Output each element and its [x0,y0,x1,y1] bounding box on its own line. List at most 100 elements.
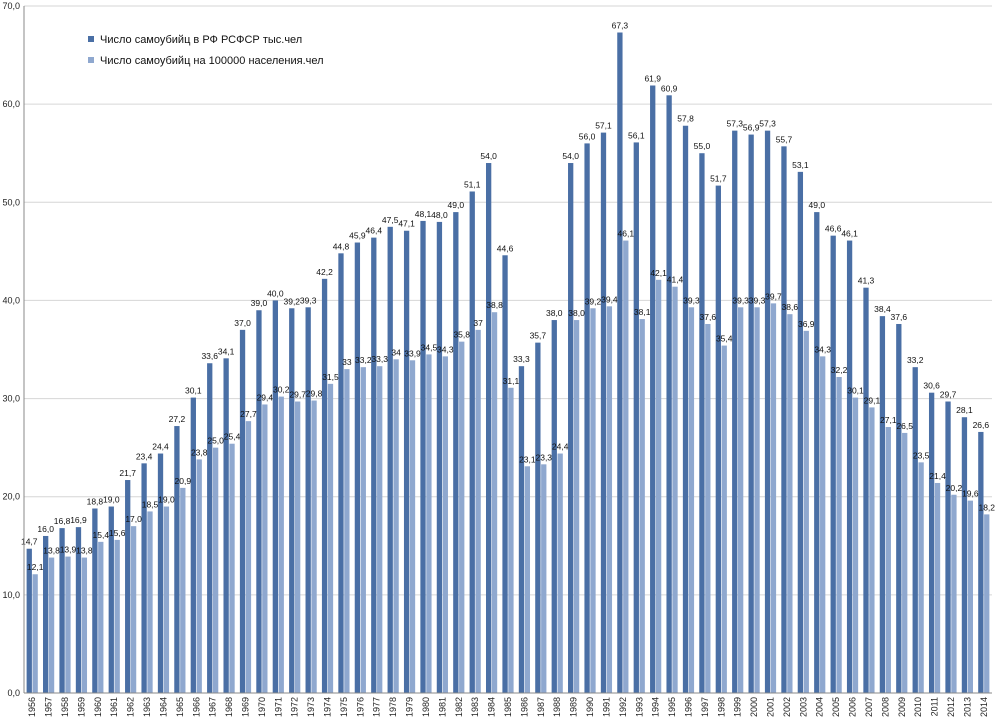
x-tick-label: 1959 [76,697,86,717]
data-label-suicides-thousands: 26,6 [973,420,990,430]
bar-suicides-thousands [338,253,344,693]
x-tick-label: 1989 [569,697,579,717]
y-tick-label: 50,0 [2,197,20,207]
y-tick-label: 20,0 [2,492,20,502]
bar-suicides-per-100k [541,464,547,693]
x-tick-label: 1960 [93,697,103,717]
bar-suicides-per-100k [836,376,842,693]
x-tick-label: 1991 [601,697,611,717]
bar-suicides-thousands [272,300,279,693]
bar-suicides-thousands [617,32,623,693]
data-label-suicides-per-100k: 39,2 [585,296,602,306]
bar-suicides-per-100k [475,329,481,693]
data-label-suicides-thousands: 55,0 [694,141,711,151]
x-tick-label: 1975 [339,697,349,717]
data-label-suicides-thousands: 29,7 [940,390,957,400]
bar-suicides-per-100k [459,341,465,693]
bar-suicides-per-100k [590,308,596,693]
bar-suicides-thousands [764,130,771,694]
bar-suicides-per-100k [229,443,235,693]
bar-suicides-thousands [469,191,475,694]
data-label-suicides-thousands: 56,0 [579,131,596,141]
bar-suicides-thousands [485,163,492,693]
data-label-suicides-thousands: 48,0 [431,210,448,220]
bar-suicides-per-100k [327,383,334,693]
data-label-suicides-per-100k: 39,3 [749,295,766,305]
bar-suicides-thousands [518,366,525,693]
data-label-suicides-per-100k: 23,5 [913,450,930,460]
bar-suicides-per-100k [180,487,186,693]
x-tick-label: 1990 [585,697,595,717]
y-tick-label: 40,0 [2,295,20,305]
bar-suicides-per-100k [114,539,120,693]
data-label-suicides-per-100k: 19,6 [962,489,979,499]
bar-suicides-per-100k [147,511,153,693]
x-tick-label: 2012 [946,697,956,717]
bar-suicides-thousands [502,255,508,694]
bar-suicides-thousands [568,163,574,693]
data-label-suicides-per-100k: 29,7 [289,390,306,400]
bar-suicides-thousands [92,508,98,693]
data-label-suicides-per-100k: 13,9 [60,545,77,555]
data-label-suicides-per-100k: 27,7 [240,409,257,419]
data-label-suicides-thousands: 57,1 [595,121,612,131]
data-label-suicides-thousands: 44,8 [333,241,350,251]
bar-suicides-thousands [420,220,426,693]
data-label-suicides-thousands: 39,0 [251,298,268,308]
bar-suicides-per-100k [344,369,350,693]
bar-suicides-per-100k [655,279,662,693]
data-label-suicides-per-100k: 20,9 [175,476,192,486]
data-label-suicides-per-100k: 25,4 [224,432,241,442]
data-label-suicides-thousands: 23,4 [136,451,153,461]
data-label-suicides-per-100k: 15,6 [109,528,126,538]
data-label-suicides-thousands: 30,6 [923,381,940,391]
x-tick-label: 1980 [421,697,431,717]
bar-suicides-per-100k [212,447,219,693]
bar-suicides-per-100k [902,432,908,693]
x-tick-label: 1993 [634,697,644,717]
data-label-suicides-per-100k: 38,6 [782,302,799,312]
bar-suicides-per-100k [770,303,777,693]
y-tick-label: 70,0 [2,1,20,11]
data-label-suicides-thousands: 24,4 [152,442,169,452]
bar-suicides-thousands [961,417,968,693]
bar-suicides-per-100k [721,345,727,693]
data-label-suicides-thousands: 16,8 [54,516,71,526]
x-tick-label: 1971 [273,697,283,717]
data-label-suicides-thousands: 57,3 [726,119,743,129]
legend-swatch-series-1 [88,36,94,42]
x-tick-label: 1970 [257,697,267,717]
bar-suicides-per-100k [442,356,448,693]
bar-suicides-thousands [436,221,443,693]
bar-suicides-thousands [207,363,213,693]
bar-suicides-thousands [978,431,984,693]
data-label-suicides-thousands: 21,7 [119,468,136,478]
data-label-suicides-thousands: 14,7 [21,537,38,547]
data-label-suicides-thousands: 57,3 [759,119,776,129]
data-label-suicides-per-100k: 19,0 [158,495,175,505]
bar-suicides-thousands [305,307,311,693]
data-label-suicides-per-100k: 39,7 [765,291,782,301]
bar-suicides-thousands [584,143,590,693]
axes [23,6,992,694]
x-tick-label: 2001 [766,697,776,717]
x-tick-label: 1983 [470,697,480,717]
x-tick-label: 2006 [848,697,858,717]
data-label-suicides-per-100k: 34,3 [437,344,454,354]
x-tick-label: 2000 [749,697,759,717]
data-label-suicides-thousands: 61,9 [644,73,661,83]
x-tick-label: 1969 [240,697,250,717]
data-label-suicides-thousands: 46,4 [366,226,383,236]
bar-suicides-thousands [321,278,328,693]
data-label-suicides-thousands: 16,0 [37,524,54,534]
data-label-suicides-thousands: 37,6 [891,312,908,322]
bar-suicides-thousands [682,125,689,694]
x-tick-label: 1992 [618,697,628,717]
x-tick-label: 1997 [700,697,710,717]
bar-suicides-per-100k [278,396,284,693]
x-tick-label: 1981 [437,697,447,717]
x-tick-label: 2010 [913,697,923,717]
x-tick-label: 1982 [454,697,464,717]
bar-suicides-per-100k [245,421,252,693]
